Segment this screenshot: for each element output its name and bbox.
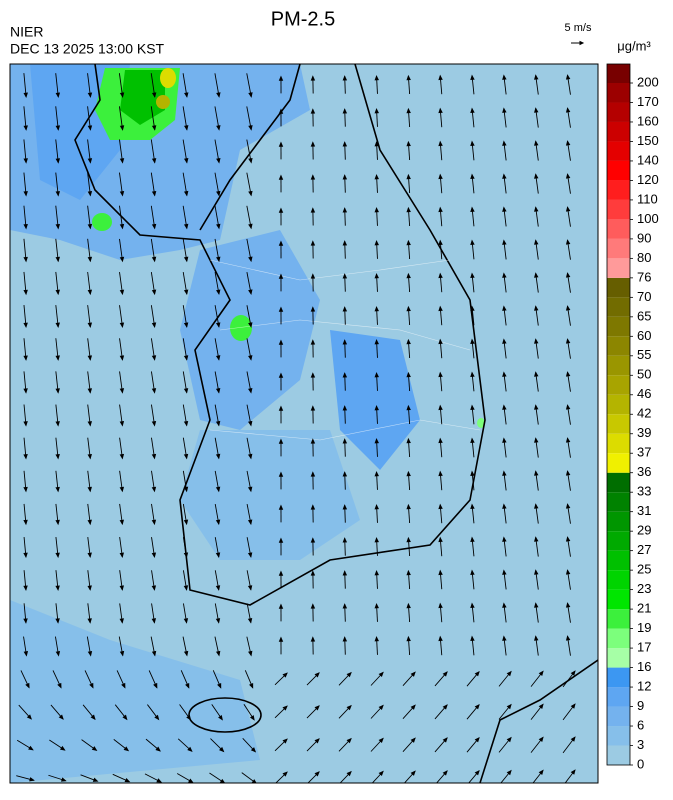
legend-swatch [607,726,630,745]
legend-swatch [607,239,630,258]
legend-swatch [607,434,630,453]
legend-swatch [607,492,630,511]
legend-swatch [607,219,630,238]
legend-label: 42 [637,406,651,421]
legend-label: 6 [637,717,644,732]
legend-label: 23 [637,581,651,596]
map [10,64,598,786]
legend-swatch [607,258,630,277]
legend-swatch [607,687,630,706]
wind-scale-label: 5 m/s [565,22,592,34]
legend-label: 9 [637,698,644,713]
legend-label: 170 [637,94,659,109]
legend-label: 90 [637,230,651,245]
legend-swatch [607,336,630,355]
legend-swatch [607,161,630,180]
legend-label: 110 [637,191,658,206]
legend-label: 39 [637,425,651,440]
legend-swatch [607,570,630,589]
legend-swatch [607,668,630,687]
legend-swatch [607,395,630,414]
legend-swatch [607,317,630,336]
legend-label: 37 [637,445,651,460]
legend-label: 16 [637,659,651,674]
timestamp: DEC 13 2025 13:00 KST [10,41,165,57]
legend-label: 31 [637,503,651,518]
legend-swatch [607,200,630,219]
legend-swatch [607,278,630,297]
legend-swatch [607,746,630,765]
legend-label: 100 [637,211,659,226]
legend-label: 150 [637,133,659,148]
legend-label: 120 [637,172,659,187]
title: PM-2.5 [271,8,335,30]
legend-label: 36 [637,464,651,479]
agency: NIER [10,24,43,40]
legend-label: 33 [637,484,651,499]
legend-swatch [607,629,630,648]
legend-unit: μg/m³ [617,38,651,53]
legend-swatch [607,473,630,492]
legend-swatch [607,609,630,628]
legend-label: 46 [637,386,651,401]
legend-swatch [607,590,630,609]
legend-label: 76 [637,269,651,284]
legend-label: 50 [637,367,651,382]
legend-label: 29 [637,523,651,538]
legend-swatch [607,648,630,667]
wind-scale-arrow [571,42,583,45]
legend-swatch [607,531,630,550]
legend-swatch [607,180,630,199]
legend-swatch [607,414,630,433]
legend-label: 25 [637,562,651,577]
legend-label: 70 [637,289,651,304]
legend-swatch [607,551,630,570]
legend-swatch [607,512,630,531]
legend-label: 27 [637,542,651,557]
legend-swatch [607,64,630,83]
legend-swatch [607,102,630,121]
legend-swatch [607,356,630,375]
legend-swatch [607,297,630,316]
legend-label: 200 [637,74,659,89]
legend-label: 21 [637,601,651,616]
legend-swatch [607,141,630,160]
legend-label: 17 [637,640,651,655]
legend-label: 60 [637,328,651,343]
legend-swatch [607,375,630,394]
legend-label: 160 [637,113,659,128]
legend-label: 80 [637,250,651,265]
legend-label: 55 [637,347,651,362]
legend-label: 0 [637,756,644,771]
legend-swatch [607,453,630,472]
legend-swatch [607,83,630,102]
legend: 0369121617192123252729313336373942465055… [607,64,659,771]
legend-label: 12 [637,678,651,693]
legend-swatch [607,707,630,726]
legend-label: 140 [637,152,659,167]
legend-label: 65 [637,308,651,323]
legend-swatch [607,122,630,141]
legend-label: 3 [637,737,644,752]
legend-label: 19 [637,620,651,635]
